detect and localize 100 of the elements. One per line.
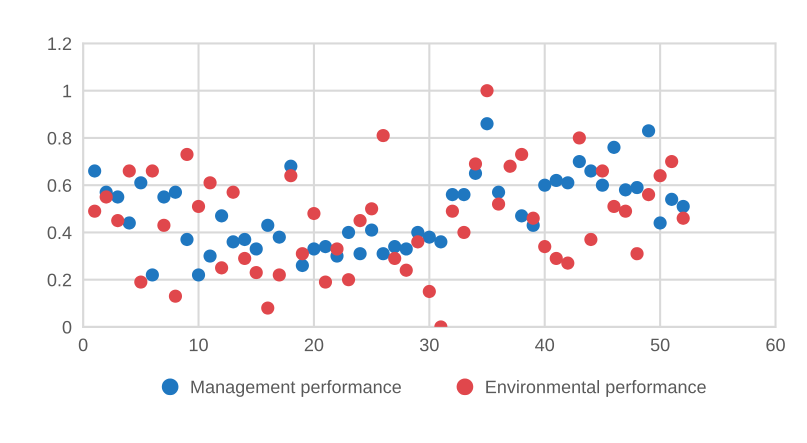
point	[618, 183, 632, 196]
point	[365, 223, 378, 237]
point	[318, 275, 332, 289]
point	[642, 124, 656, 138]
point	[261, 301, 274, 315]
y-tick-label: 0.6	[48, 179, 72, 192]
legend-label: Environmental performance	[486, 380, 706, 397]
point	[365, 202, 378, 216]
point	[561, 176, 574, 190]
point	[353, 214, 367, 228]
y-tick-label: 0.8	[48, 132, 72, 145]
point	[296, 247, 309, 260]
legend-label: Management performance	[191, 380, 401, 397]
point	[296, 258, 309, 272]
point	[88, 164, 102, 178]
point	[665, 192, 678, 206]
y-tick-label: 1	[63, 84, 72, 98]
x-tick-label: 60	[766, 338, 785, 352]
point	[584, 232, 598, 246]
y-tick-label: 0	[62, 320, 72, 334]
point	[168, 290, 182, 303]
point	[561, 256, 574, 270]
y-tick-label: 0.4	[48, 226, 72, 240]
point	[550, 174, 563, 188]
point	[88, 204, 102, 218]
point	[400, 242, 413, 256]
point	[284, 169, 298, 182]
point	[146, 164, 159, 178]
point	[515, 209, 528, 222]
point	[457, 188, 471, 202]
x-tick-label: 10	[190, 338, 208, 352]
point	[272, 230, 286, 244]
point	[526, 212, 540, 225]
point	[376, 247, 390, 260]
point	[665, 154, 678, 168]
x-tick-label: 20	[304, 338, 324, 352]
point	[376, 128, 390, 142]
point	[226, 235, 240, 248]
point	[468, 157, 482, 170]
point	[642, 188, 656, 202]
point	[250, 242, 263, 256]
point	[307, 206, 321, 220]
point	[422, 284, 436, 298]
point	[238, 232, 252, 246]
point	[434, 235, 448, 248]
x-tick-label: 0	[78, 338, 88, 352]
point	[446, 204, 459, 218]
point	[157, 190, 170, 204]
point	[538, 178, 552, 192]
point	[318, 240, 332, 254]
point	[654, 169, 667, 182]
point	[492, 197, 506, 211]
point	[192, 200, 206, 214]
point	[572, 131, 586, 145]
x-tick-label: 30	[420, 338, 439, 352]
point	[250, 266, 263, 280]
point	[215, 209, 228, 222]
point	[180, 232, 194, 246]
point	[584, 164, 598, 178]
point	[111, 190, 124, 204]
point	[388, 240, 402, 254]
point	[572, 154, 586, 168]
point	[504, 160, 517, 173]
point	[134, 275, 148, 289]
point	[618, 204, 632, 218]
point	[654, 216, 667, 230]
x-tick-label: 40	[535, 338, 554, 352]
x-tick-label: 50	[650, 338, 670, 352]
point	[607, 140, 621, 154]
point	[261, 218, 274, 232]
point	[422, 230, 436, 244]
point	[157, 218, 170, 232]
point	[457, 226, 471, 240]
point	[480, 84, 494, 98]
point	[180, 148, 194, 162]
point	[676, 212, 690, 225]
point	[480, 117, 494, 130]
point	[122, 164, 136, 178]
point	[168, 186, 182, 199]
point	[676, 200, 690, 214]
point	[122, 216, 136, 230]
point	[192, 268, 206, 282]
point	[630, 180, 644, 194]
point	[538, 240, 552, 254]
point	[400, 264, 413, 277]
point	[330, 242, 344, 256]
point	[492, 186, 506, 199]
point	[342, 226, 356, 240]
point	[203, 249, 217, 263]
point	[630, 247, 644, 260]
point	[226, 186, 240, 199]
point	[411, 235, 424, 248]
y-tick-label: 0.2	[48, 274, 72, 286]
point	[307, 242, 321, 256]
y-tick-label: 1.2	[48, 37, 72, 50]
point	[596, 178, 610, 192]
point	[146, 268, 159, 282]
point	[215, 261, 228, 274]
point	[353, 247, 367, 260]
point	[111, 214, 124, 228]
